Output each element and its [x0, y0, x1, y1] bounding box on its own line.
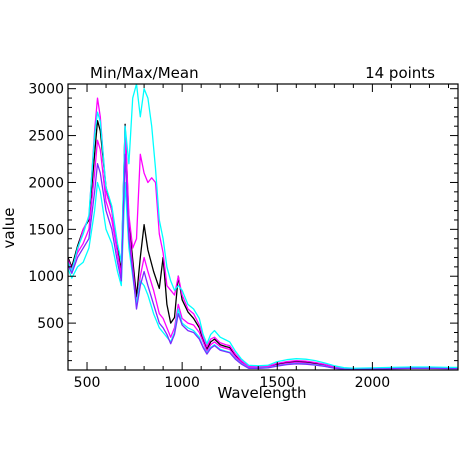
series-line-2 — [68, 97, 458, 370]
series-line-4 — [68, 84, 458, 369]
series-line-6 — [68, 153, 458, 370]
series-layer — [68, 84, 458, 370]
y-axis-label: value — [0, 208, 18, 249]
x-axis-label: Wavelength — [218, 384, 307, 402]
axes-layer: 500 1000 1500 2000 500 1000 1500 2000 2500 3000 — [28, 82, 459, 391]
y-tick-label: 2500 — [28, 129, 64, 145]
series-line-3 — [68, 134, 458, 370]
y-tick-label: 1000 — [28, 269, 64, 285]
x-tick-label: 500 — [74, 375, 101, 391]
y-tick-label: 3000 — [28, 82, 64, 98]
y-tick-label: 1500 — [28, 222, 64, 238]
y-tick-label: 2000 — [28, 175, 64, 191]
x-tick-label: 1500 — [259, 375, 295, 391]
plot-frame — [67, 83, 459, 371]
y-tick-label: 500 — [37, 316, 64, 332]
x-tick-label: 1000 — [164, 375, 200, 391]
series-line-5 — [68, 181, 458, 370]
x-tick-label: 2000 — [355, 375, 391, 391]
chart-title-right: 14 points — [365, 64, 435, 82]
chart-title-left: Min/Max/Mean — [90, 64, 199, 82]
